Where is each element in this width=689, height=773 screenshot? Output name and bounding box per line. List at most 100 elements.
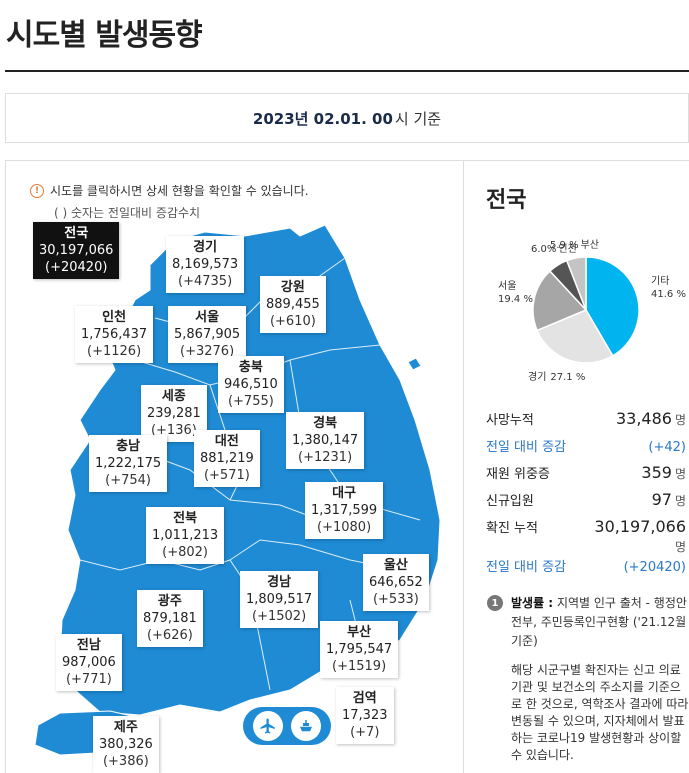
pie-label-4: 부산 5.9 % [550, 239, 599, 252]
region-name: 인천 [102, 310, 127, 325]
region-label-incheon[interactable]: 인천 1,756,437 (+1126) [75, 306, 154, 363]
quarantine-transport-toggle [243, 707, 331, 745]
region-diff: (+802) [162, 545, 209, 560]
region-count: 239,281 [147, 406, 201, 421]
pie-label-name: 기타 [651, 276, 670, 287]
info-notice: ! 시도를 클릭하시면 상세 현황을 확인할 수 있습니다. [30, 182, 309, 199]
panel-divider [463, 160, 464, 773]
pie-label-value: 27.1 % [550, 372, 586, 383]
region-label-daejeon[interactable]: 대전 881,219 (+571) [194, 430, 260, 487]
region-label-national[interactable]: 전국 30,197,066 (+20420) [33, 222, 120, 279]
region-diff: (+4735) [178, 274, 233, 289]
info-subtext: ( ) 숫자는 전일대비 증감수치 [54, 206, 201, 220]
region-count: 1,380,147 [292, 433, 359, 448]
note-number-badge: 1 [487, 595, 503, 611]
region-label-chungnam[interactable]: 충남 1,222,175 (+754) [89, 435, 168, 492]
incidence-rate-note: 발생률 : 지역별 인구 출처 - 행정안전부, 주민등록인구현황 ('21.1… [511, 594, 689, 651]
region-name: 경남 [267, 575, 292, 590]
stat-number: 359 [641, 463, 672, 482]
region-label-quarantine[interactable]: 검역 17,323 (+7) [336, 687, 394, 744]
stat-number: 33,486 [615, 409, 672, 428]
region-label-seoul[interactable]: 서울 5,867,905 (+3276) [168, 306, 247, 363]
ship-icon[interactable] [291, 711, 321, 741]
region-name: 전남 [76, 638, 101, 653]
pie-label-2: 서울 19.4 % [498, 280, 533, 306]
region-diff: (+1502) [252, 609, 307, 624]
pie-label-name: 경기 [528, 372, 547, 383]
region-count: 987,006 [62, 655, 116, 670]
region-label-jeonnam[interactable]: 전남 987,006 (+771) [56, 634, 122, 691]
pie-label-3: 인천 6.0% [531, 243, 577, 256]
map-ulleung [407, 357, 422, 371]
region-diff: (+386) [102, 754, 149, 769]
region-diff: (+1231) [298, 450, 353, 465]
airplane-icon[interactable] [253, 711, 283, 741]
region-label-gyeongbuk[interactable]: 경북 1,380,147 (+1231) [286, 412, 365, 469]
region-diff: (+3276) [180, 344, 235, 359]
pie-label-value: 6.0% [531, 244, 557, 255]
info-text: 시도를 클릭하시면 상세 현황을 확인할 수 있습니다. [50, 184, 309, 198]
stat-deaths: 사망누적 33,486 명 [486, 409, 686, 436]
region-name: 충남 [116, 439, 141, 454]
region-count: 5,867,905 [174, 327, 241, 342]
region-diff: (+533) [372, 592, 419, 607]
region-count: 1,011,213 [152, 528, 219, 543]
status-panel [5, 160, 689, 773]
stat-unit: 명 [674, 413, 686, 427]
region-count: 881,219 [200, 451, 254, 466]
stat-deaths-diff: 전일 대비 증감 (+42) [486, 436, 686, 463]
pie-label-value: 19.4 % [498, 294, 533, 305]
region-name: 경북 [313, 416, 338, 431]
stat-key: 전일 대비 증감 [486, 440, 567, 455]
region-count: 1,222,175 [95, 456, 162, 471]
date-value: 2023년 02.01. 00 [252, 109, 393, 128]
region-label-gyeonggi[interactable]: 경기 8,169,573 (+4735) [166, 236, 245, 293]
stat-key: 재원 위중증 [486, 467, 550, 482]
region-count: 889,455 [266, 297, 320, 312]
region-name: 울산 [383, 558, 408, 573]
region-diff: (+610) [269, 314, 316, 329]
region-diff: (+136) [150, 423, 197, 438]
region-label-gyeongnam[interactable]: 경남 1,809,517 (+1502) [240, 571, 319, 628]
region-label-busan[interactable]: 부산 1,795,547 (+1519) [320, 621, 399, 678]
stat-new-admissions: 신규입원 97 명 [486, 490, 686, 517]
region-diff: (+771) [65, 672, 112, 687]
region-name: 전국 [64, 226, 89, 241]
stat-critical: 재원 위중증 359 명 [486, 463, 686, 490]
region-label-jeonbuk[interactable]: 전북 1,011,213 (+802) [146, 507, 225, 564]
pie-label-value: 41.6 % [651, 289, 686, 300]
region-label-gwangju[interactable]: 광주 879,181 (+626) [137, 590, 203, 647]
region-name: 대구 [332, 486, 357, 501]
region-diff: (+1080) [317, 520, 372, 535]
region-diff: (+7) [350, 725, 380, 740]
region-diff: (+20420) [45, 260, 108, 275]
pie-label-0: 기타 41.6 % [651, 275, 686, 301]
region-diff: (+755) [227, 394, 274, 409]
info-icon: ! [30, 183, 44, 198]
stat-confirmed-unit: 명 [674, 540, 686, 554]
stat-key: 사망누적 [486, 413, 534, 428]
stat-value: (+42) [648, 440, 686, 455]
stat-value: 359 명 [641, 463, 686, 482]
region-count: 946,510 [224, 377, 278, 392]
stat-unit: 명 [674, 494, 686, 508]
region-label-gangwon[interactable]: 강원 889,455 (+610) [260, 276, 326, 333]
stat-unit: 명 [674, 467, 686, 481]
date-suffix: 시 기준 [394, 109, 442, 128]
title-divider [5, 70, 689, 72]
pie-label-name: 부산 [580, 240, 599, 251]
rate-label: 발생률 : [511, 596, 554, 610]
pie-label-name: 서울 [498, 281, 517, 292]
region-name: 광주 [157, 594, 182, 609]
region-name: 제주 [113, 720, 138, 735]
region-label-chungbuk[interactable]: 충북 946,510 (+755) [218, 356, 284, 413]
stat-key: 확진 누적 [486, 521, 538, 536]
pie-label-1: 경기 27.1 % [528, 371, 585, 384]
region-label-ulsan[interactable]: 울산 646,652 (+533) [363, 554, 429, 611]
pie-label-name: 인천 [558, 244, 577, 255]
region-diff: (+754) [105, 473, 152, 488]
region-label-daegu[interactable]: 대구 1,317,599 (+1080) [305, 482, 384, 539]
region-diff: (+571) [203, 468, 250, 483]
stat-value: 30,197,066 [594, 517, 686, 536]
region-label-jeju[interactable]: 제주 380,326 (+386) [93, 716, 159, 773]
